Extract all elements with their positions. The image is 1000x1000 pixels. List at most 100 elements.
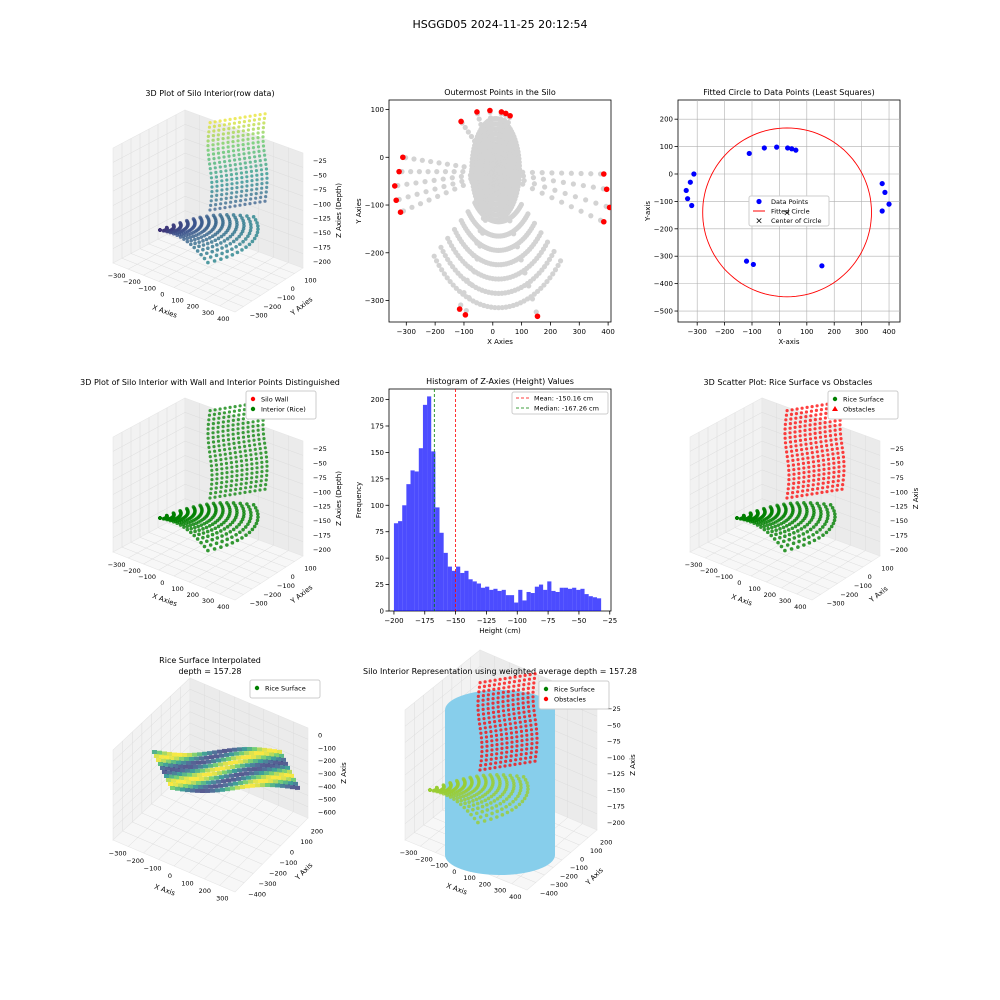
surface-point <box>469 795 474 799</box>
surface-cell <box>227 769 232 774</box>
interior-point <box>503 129 509 136</box>
curtain-point <box>495 747 499 751</box>
z-tick-label: −125 <box>313 215 331 223</box>
surface-cell <box>264 751 269 756</box>
curtain-point <box>497 682 502 686</box>
outermost-point <box>462 312 469 318</box>
surface-cell <box>232 747 237 752</box>
curtain-point <box>479 763 483 768</box>
curtain-point <box>486 711 491 715</box>
interior-point <box>459 178 465 184</box>
data-point <box>789 146 795 152</box>
surface-point <box>511 799 515 804</box>
surface-cell <box>240 784 245 789</box>
curtain-point <box>515 744 519 748</box>
y-tick-label: 50 <box>375 555 384 563</box>
curtain-point <box>242 440 246 444</box>
surface-point <box>517 802 522 807</box>
grid-line <box>204 257 274 300</box>
surface-cell <box>288 781 293 786</box>
surface-cell <box>243 780 248 785</box>
hist-bar <box>431 451 436 611</box>
curtain-point <box>521 701 525 705</box>
curtain-point <box>219 174 224 178</box>
curtain-point <box>826 480 830 484</box>
interior-point <box>549 195 555 201</box>
surface-point <box>774 532 778 537</box>
surface-cell <box>174 756 179 761</box>
x-tick-label: −200 <box>384 617 403 625</box>
curtain-point <box>216 430 220 434</box>
curtain-point <box>485 749 489 753</box>
curtain-point <box>816 487 820 491</box>
fitted-circle <box>702 127 872 298</box>
x-axis-label: X Axies <box>151 303 178 319</box>
surface-cell <box>281 757 286 762</box>
hist-bar <box>414 471 419 611</box>
surface-point <box>222 232 226 237</box>
x-tick-label: 0 <box>160 579 164 587</box>
curtain-point <box>261 144 266 148</box>
y-tick-label: 200 <box>660 116 673 124</box>
surface-point <box>789 547 794 551</box>
curtain-point <box>795 448 799 452</box>
surface-cell <box>218 762 223 767</box>
curtain-point <box>529 723 533 727</box>
curtain-point <box>808 432 812 436</box>
curtain-point <box>523 673 527 678</box>
surface-cell <box>195 768 200 773</box>
surface-point <box>762 527 767 532</box>
curtain-point <box>531 699 535 704</box>
hist-bar <box>410 470 415 611</box>
z-axis-label: Z Axis <box>629 754 637 776</box>
surface-point <box>228 234 233 239</box>
surface-cell <box>178 764 183 769</box>
y-tick-label: −100 <box>280 859 298 867</box>
curtain-point <box>264 478 268 482</box>
curtain-point <box>239 166 243 170</box>
curtain-point <box>222 127 226 131</box>
z-tick-label: −100 <box>313 200 331 208</box>
curtain-point <box>823 430 827 434</box>
surface-point <box>239 520 243 524</box>
surface-point <box>238 530 242 535</box>
curtain-point <box>251 429 255 433</box>
surface-cell <box>278 761 283 766</box>
y-axis-label: Frequency <box>355 482 363 518</box>
surface-point <box>253 506 258 510</box>
surface-point <box>769 533 774 538</box>
curtain-point <box>228 447 232 451</box>
curtain-point <box>231 432 235 436</box>
surface-point <box>478 815 483 819</box>
curtain-point <box>535 736 539 740</box>
surface-point <box>495 797 500 801</box>
curtain-point <box>814 413 818 417</box>
curtain-point <box>250 179 254 183</box>
z-tick-label: −75 <box>607 738 621 746</box>
surface-cell <box>182 752 187 757</box>
curtain-point <box>251 424 255 428</box>
surface-cell <box>216 779 221 784</box>
grid-line <box>219 811 294 886</box>
curtain-point <box>211 143 215 147</box>
surface-point <box>801 532 806 536</box>
surface-cell <box>178 783 183 788</box>
interior-point <box>426 197 432 203</box>
curtain-point <box>263 446 267 450</box>
curtain-point <box>481 698 485 702</box>
curtain-point <box>841 478 845 482</box>
x-tick-label: 200 <box>544 328 557 336</box>
surface-point <box>215 531 219 535</box>
surface-point <box>475 801 480 806</box>
x-tick-label: 0 <box>168 872 172 880</box>
curtain-point <box>837 474 841 478</box>
grid-line <box>189 689 309 740</box>
surface-point <box>523 778 528 782</box>
curtain-point <box>828 429 832 433</box>
curtain-point <box>215 468 219 472</box>
hist-bar <box>522 600 527 611</box>
curtain-point <box>783 427 787 431</box>
surface-cell <box>236 776 241 781</box>
surface-cell <box>164 755 169 760</box>
y-tick-label: 150 <box>371 449 384 457</box>
